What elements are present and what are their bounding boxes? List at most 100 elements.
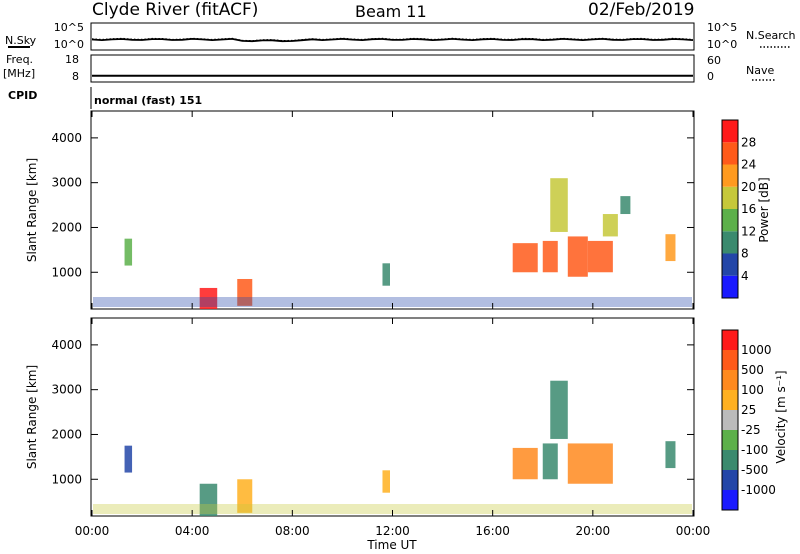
near-range-scatter-band xyxy=(93,297,692,307)
nsearch-tick-top: 10^5 xyxy=(707,21,737,34)
colorbar-tick-label: 16 xyxy=(741,202,756,216)
colorbar-tick-label: 28 xyxy=(741,135,756,149)
colorbar-tick-label: -500 xyxy=(741,463,768,477)
colorbar-tick-label: -1000 xyxy=(741,483,776,497)
range-tick-label: 3000 xyxy=(51,176,82,190)
colorbar-tick-label: -100 xyxy=(741,443,768,457)
scatter-cluster xyxy=(567,443,613,484)
scatter-cluster xyxy=(382,263,390,286)
near-range-scatter-band xyxy=(93,504,692,514)
colorbar-frame xyxy=(721,329,739,511)
scatter-cluster xyxy=(124,445,133,473)
freq-tick-bottom: 8 xyxy=(72,70,79,83)
colorbar-segment xyxy=(722,450,738,470)
scatter-cluster xyxy=(665,441,676,469)
velocity-ylabel: Slant Range [km] xyxy=(25,365,39,469)
colorbar-segment xyxy=(722,253,738,276)
freq-tick-top: 18 xyxy=(65,53,79,66)
time-tick-label: 00:00 xyxy=(75,524,110,538)
scatter-cluster xyxy=(237,278,253,306)
colorbar-segment xyxy=(722,142,738,165)
colorbar-tick-label: 4 xyxy=(741,269,749,283)
nsearch-tick-bottom: 10^0 xyxy=(707,38,737,51)
site-title: Clyde River (fitACF) xyxy=(92,0,258,20)
colorbar-segment xyxy=(722,231,738,254)
nsky-tick-bottom: 10^0 xyxy=(54,38,84,51)
scatter-cluster xyxy=(199,483,218,516)
colorbar-segment xyxy=(722,164,738,187)
time-tick-label: 04:00 xyxy=(175,524,210,538)
colorbar-segment xyxy=(722,430,738,450)
power-panel-frame xyxy=(90,110,695,310)
power-colorbar: 4 8 12 16 20 24 28 xyxy=(721,119,756,299)
range-tick-label: 1000 xyxy=(51,472,82,486)
colorbar-segment xyxy=(722,470,738,490)
scatter-cluster xyxy=(512,243,538,273)
colorbar-tick-label: 8 xyxy=(741,247,749,261)
nsky-label: N.Sky xyxy=(5,34,37,47)
colorbar-segment xyxy=(722,410,738,430)
colorbar-segment xyxy=(722,370,738,390)
time-axis-label: Time UT xyxy=(366,538,417,552)
time-tick-label: 20:00 xyxy=(576,524,611,538)
colorbar-tick-label: 20 xyxy=(741,180,756,194)
colorbar-segment xyxy=(722,186,738,209)
power-y-ticks: 1000 2000 3000 4000 xyxy=(51,131,694,279)
power-colorbar-label: Power [dB] xyxy=(757,177,771,242)
velocity-data-layer xyxy=(93,380,692,516)
scatter-cluster xyxy=(665,234,676,262)
scatter-cluster xyxy=(567,236,588,277)
colorbar-tick-label: 100 xyxy=(741,383,764,397)
power-ylabel: Slant Range [km] xyxy=(25,158,39,262)
nave-tick-bottom: 0 xyxy=(707,70,714,83)
colorbar-segment xyxy=(722,275,738,298)
nsearch-label: N.Search xyxy=(746,29,796,42)
scatter-cluster xyxy=(542,240,558,273)
colorbar-tick-label: 12 xyxy=(741,224,756,238)
scatter-cluster xyxy=(512,447,538,480)
power-data-layer xyxy=(93,178,692,309)
colorbar-segment xyxy=(722,120,738,143)
colorbar-segment xyxy=(722,390,738,410)
scatter-cluster xyxy=(602,214,618,237)
velocity-y-ticks: 1000 2000 3000 4000 xyxy=(51,338,694,486)
scatter-cluster xyxy=(550,178,568,232)
range-tick-label: 3000 xyxy=(51,383,82,397)
range-tick-label: 1000 xyxy=(51,265,82,279)
scatter-cluster xyxy=(550,380,568,439)
cpid-label: CPID xyxy=(8,89,37,102)
date-title: 02/Feb/2019 xyxy=(588,0,694,20)
colorbar-tick-label: 1000 xyxy=(741,343,772,357)
colorbar-segment xyxy=(722,330,738,350)
colorbar-tick-label: 25 xyxy=(741,403,756,417)
time-tick-label: 16:00 xyxy=(475,524,510,538)
freq-label-2: [MHz] xyxy=(3,67,35,80)
scatter-cluster xyxy=(587,240,613,273)
velocity-colorbar-label: Velocity [m s⁻¹] xyxy=(774,370,788,463)
noise-panel-frame xyxy=(90,22,695,51)
scatter-cluster xyxy=(382,470,390,493)
nave-label: Nave xyxy=(746,64,774,77)
colorbar-tick-label: -25 xyxy=(741,423,761,437)
time-tick-label: 00:00 xyxy=(676,524,711,538)
nave-tick-top: 60 xyxy=(707,54,721,67)
velocity-colorbar: 1000 500 100 25 -25 -100 -500 -1000 xyxy=(721,329,776,511)
cpid-value: normal (fast) 151 xyxy=(94,94,202,107)
colorbar-segment xyxy=(722,209,738,232)
nsearch-trace xyxy=(91,37,694,42)
range-tick-label: 2000 xyxy=(51,220,82,234)
nsky-tick-top: 10^5 xyxy=(54,21,84,34)
colorbar-segment xyxy=(722,490,738,510)
range-tick-label: 2000 xyxy=(51,427,82,441)
freq-panel-frame xyxy=(90,54,695,83)
time-axis-ticks: 00:00 04:00 08:00 12:00 16:00 20:00 00:00 xyxy=(75,111,711,538)
range-tick-label: 4000 xyxy=(51,131,82,145)
scatter-cluster xyxy=(237,479,253,513)
velocity-panel-frame xyxy=(90,317,695,517)
scatter-cluster xyxy=(542,443,558,480)
scatter-cluster xyxy=(620,196,631,215)
range-tick-label: 4000 xyxy=(51,338,82,352)
colorbar-segment xyxy=(722,350,738,370)
